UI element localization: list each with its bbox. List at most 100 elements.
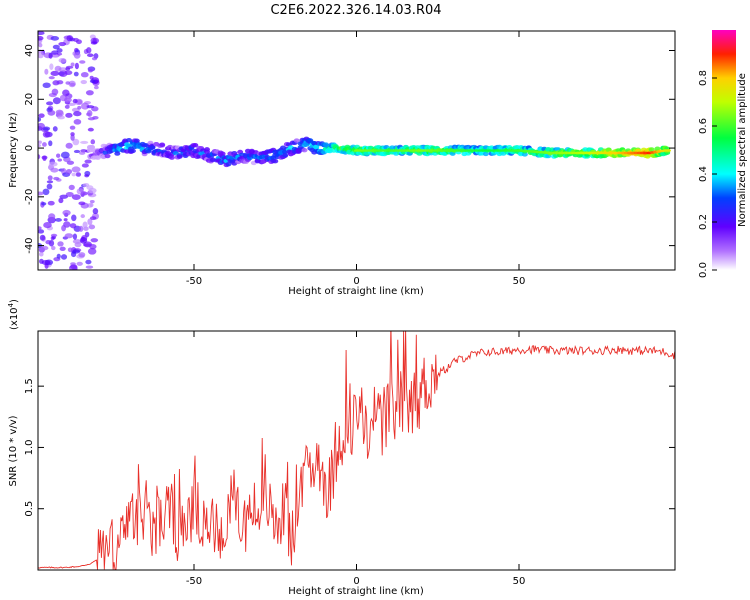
spectrogram-noise-cell xyxy=(38,229,45,234)
spectrogram-ridge-cell xyxy=(648,147,655,152)
colorbar-label: Normalized spectral amplitude xyxy=(737,73,748,227)
spectrogram-noise-cell xyxy=(80,80,88,85)
snr-line xyxy=(38,331,675,570)
spectrogram-noise-cell xyxy=(71,214,77,222)
spectrogram-ytick-label: -20 xyxy=(24,189,35,205)
spectrogram-noise-cell xyxy=(48,161,58,167)
spectrogram-noise-cell xyxy=(38,51,44,59)
spectrogram-ridge-cell xyxy=(168,155,175,160)
spectrogram-ytick-label: -40 xyxy=(24,237,35,253)
spectrogram-noise-cell xyxy=(58,58,67,63)
spectrogram-noise-cell xyxy=(42,142,47,147)
snr-ylabel: SNR (10 * v/v) xyxy=(8,415,19,486)
snr-panel: -50 0 50 0.5 1.0 1.5 Height of straight line … xyxy=(7,299,676,597)
spectrogram-noise-cell xyxy=(47,109,56,116)
snr-series xyxy=(38,331,675,570)
spectrogram-noise-cell xyxy=(74,242,82,248)
spectrogram-noise-cell xyxy=(51,245,56,251)
spectrogram-noise-cell xyxy=(70,134,75,141)
spectrogram-noise-cell xyxy=(38,113,45,118)
spectrogram-noise-cell xyxy=(50,233,58,237)
spectrogram-noise-cell xyxy=(49,63,54,70)
spectrogram-noise-cell xyxy=(70,262,76,266)
spectrogram-ridge-cell xyxy=(133,138,140,143)
spectrogram-noise-cell xyxy=(72,265,78,270)
spectrogram-noise-cell xyxy=(87,218,93,226)
spectrogram-noise-cell xyxy=(87,127,94,132)
spectrogram-noise-cell xyxy=(65,142,73,149)
spectrogram-noise-cell xyxy=(86,47,92,54)
spectrogram-ridge-cell xyxy=(192,143,199,148)
spectrogram-noise-cell xyxy=(38,140,42,144)
spectrogram-ridge-cell xyxy=(521,152,528,157)
snr-xtick-label: 50 xyxy=(513,576,526,587)
spectrogram-noise-cell xyxy=(46,180,54,184)
spectrogram-ridge-cell xyxy=(282,153,288,158)
spectrogram-noise-cell xyxy=(50,70,60,77)
spectrogram-heatmap xyxy=(38,31,671,270)
spectrogram-noise-cell xyxy=(47,175,53,181)
spectrogram-noise-cell xyxy=(82,183,90,188)
spectrogram-noise-cell xyxy=(56,80,64,85)
spectrogram-noise-cell xyxy=(38,35,44,41)
spectrogram-noise-cell xyxy=(74,62,79,70)
spectrogram-noise-cell xyxy=(70,62,75,67)
spectrogram-noise-cell xyxy=(42,155,47,162)
spectrogram-noise-cell xyxy=(39,251,44,257)
spectrogram-noise-cell xyxy=(51,50,59,55)
spectrogram-noise-cell xyxy=(75,172,82,177)
spectrogram-noise-cell xyxy=(38,42,43,48)
spectrogram-ridge-cell xyxy=(176,154,183,159)
spectrogram-noise-cell xyxy=(84,159,92,164)
spectrogram-noise-cell xyxy=(72,233,78,240)
colorbar-tick-label: 0.8 xyxy=(698,70,709,86)
spectrogram-noise-cell xyxy=(72,138,80,146)
spectrogram-noise-cell xyxy=(44,68,49,75)
spectrogram-noise-cell xyxy=(78,225,84,232)
spectrogram-panel: -50 0 50 -40 -20 0 20 40 Height of straight lin… xyxy=(8,30,676,297)
snr-ytick-label: 1.0 xyxy=(24,439,35,455)
figure-title: C2E6.2022.326.14.03.R04 xyxy=(270,3,441,18)
spectrogram-noise-cell xyxy=(42,130,51,138)
spectrogram-ridge-cell xyxy=(482,151,489,157)
snr-scale-suffix: ) xyxy=(9,299,20,303)
spectrogram-noise-cell xyxy=(51,88,59,96)
spectrogram-noise-cell xyxy=(48,140,53,147)
spectrogram-noise-cell xyxy=(89,244,97,250)
snr-background xyxy=(38,331,675,570)
spectrogram-noise-cell xyxy=(87,117,96,121)
spectrogram-noise-cell xyxy=(55,218,62,222)
spectrogram-axes: -50 0 50 -40 -20 0 20 40 xyxy=(24,31,675,287)
spectrogram-noise-cell xyxy=(93,85,99,90)
spectrogram-noise-cell xyxy=(52,97,61,105)
spectrogram-noise-cell xyxy=(57,158,63,162)
spectrogram-noise-cell xyxy=(70,251,77,258)
spectrogram-noise-cell xyxy=(73,111,82,117)
spectrogram-noise-cell xyxy=(80,236,85,243)
spectrogram-noise-cell xyxy=(42,188,50,196)
spectrogram-noise-cell xyxy=(56,153,61,158)
spectrogram-noise-cell xyxy=(88,224,96,230)
spectrogram-noise-cell xyxy=(71,172,77,177)
spectrogram-noise-cell xyxy=(57,115,65,120)
spectrogram-xlabel: Height of straight line (km) xyxy=(288,286,424,297)
colorbar-tick-label: 0.0 xyxy=(698,262,709,278)
spectrogram-noise-cell xyxy=(86,53,94,58)
spectrogram-xtick-label: 50 xyxy=(513,276,526,287)
spectrogram-noise-cell xyxy=(64,233,74,239)
spectrogram-noise-cell xyxy=(89,79,96,84)
spectrogram-noise-cell xyxy=(73,51,81,59)
snr-xtick-label: -50 xyxy=(186,576,202,587)
spectrogram-noise-cell xyxy=(77,105,82,110)
spectrogram-noise-cell xyxy=(71,194,81,201)
colorbar-tick-label: 0.2 xyxy=(698,214,709,230)
spectrogram-noise-cell xyxy=(85,259,92,265)
spectrogram-noise-cell xyxy=(65,112,73,118)
spectrogram-noise-cell xyxy=(52,126,58,132)
spectrogram-noise-cell xyxy=(90,238,99,243)
spectrogram-ytick-label: 20 xyxy=(24,93,35,106)
spectrogram-noise-cell xyxy=(59,194,69,199)
spectrogram-noise-cell xyxy=(58,41,67,47)
spectrogram-noise-cell xyxy=(48,76,55,80)
spectrogram-noise-cell xyxy=(69,125,76,130)
